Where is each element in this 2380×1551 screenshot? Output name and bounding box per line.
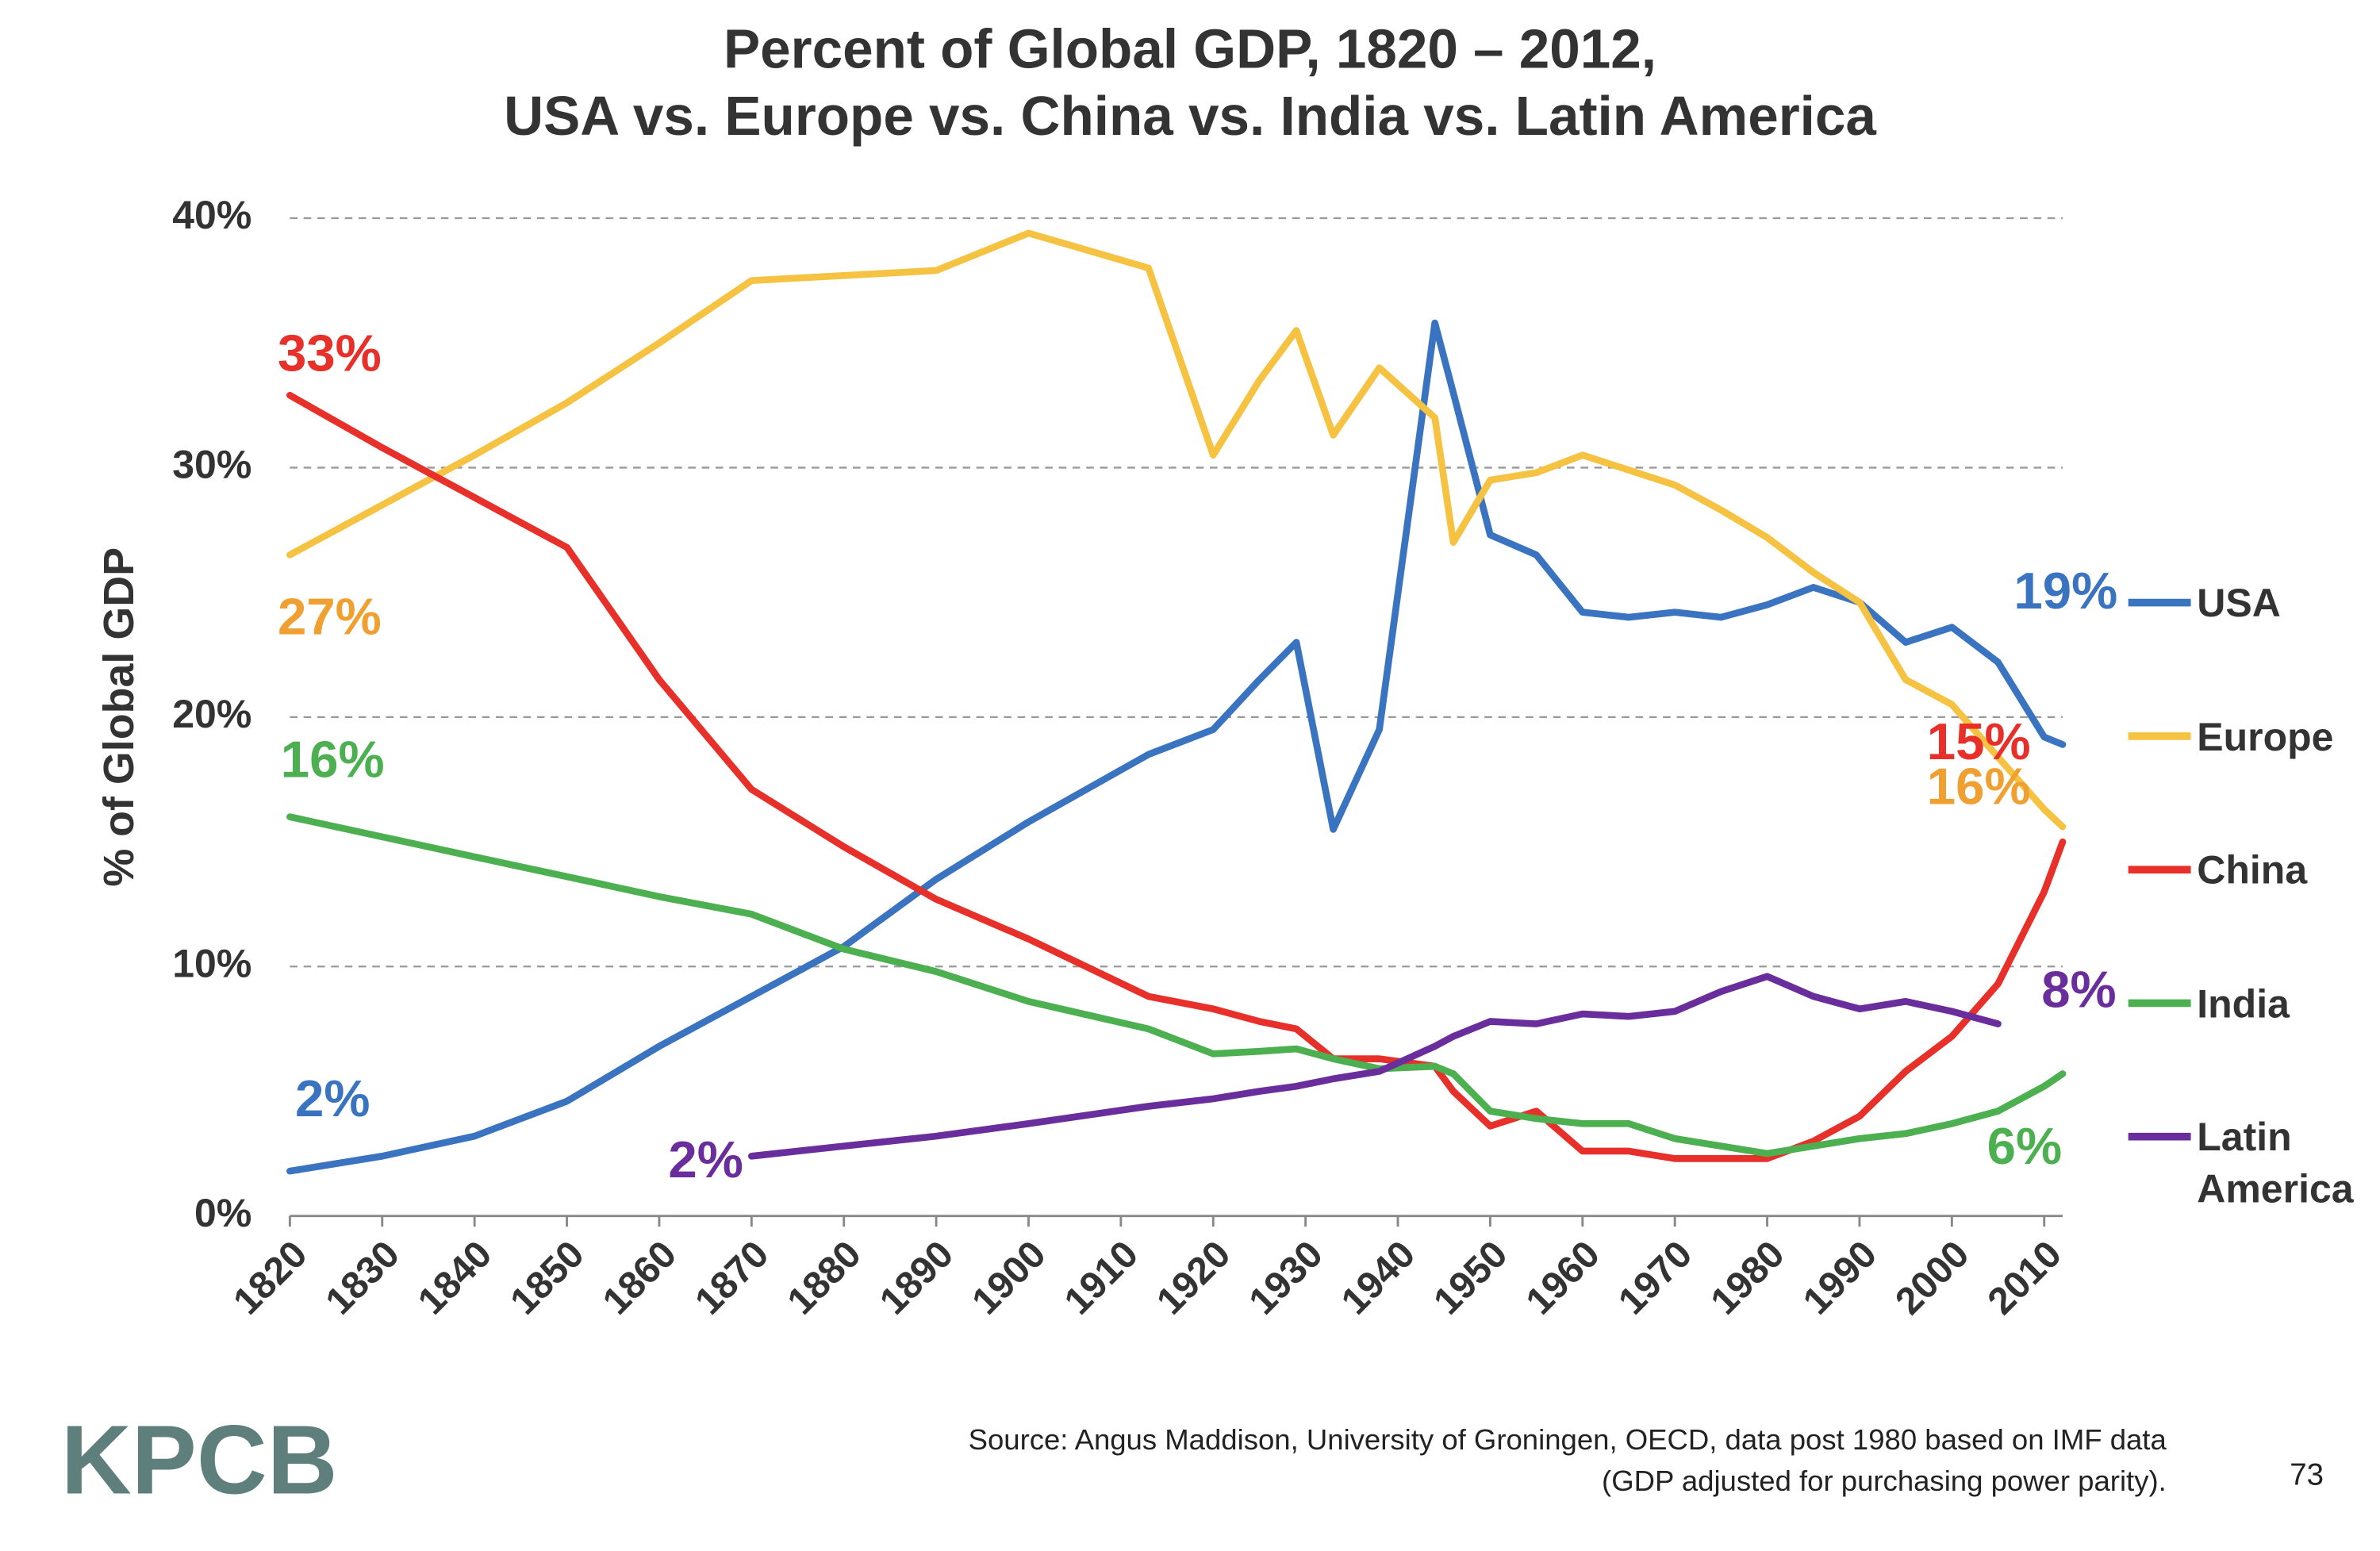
x-tick-label: 1860	[594, 1233, 685, 1323]
series-line	[286, 391, 2067, 1162]
series-line	[286, 813, 2067, 1157]
series-line	[286, 319, 2067, 1175]
legend-label: USA	[2197, 579, 2281, 626]
legend-label: India	[2197, 980, 2290, 1027]
x-tick-label: 1820	[225, 1233, 316, 1323]
value-label: 2%	[668, 1131, 743, 1188]
y-tick-label: 0%	[194, 1191, 251, 1235]
x-tick-label: 1880	[779, 1233, 869, 1323]
source-note: Source: Angus Maddison, University of Gr…	[969, 1423, 2167, 1456]
value-label: 2%	[295, 1069, 370, 1127]
x-tick-label: 1900	[964, 1233, 1054, 1323]
value-label: 6%	[1987, 1117, 2063, 1175]
x-tick-label: 1840	[410, 1233, 501, 1323]
x-tick-label: 1850	[502, 1233, 593, 1323]
x-tick-label: 1980	[1702, 1233, 1793, 1323]
x-tick-label: 2000	[1887, 1233, 1978, 1323]
x-tick-label: 2010	[1979, 1233, 2070, 1323]
x-tick-label: 1910	[1056, 1233, 1146, 1323]
value-label: 16%	[1927, 757, 2031, 815]
chart-subtitle: USA vs. Europe vs. China vs. India vs. L…	[504, 85, 1876, 147]
page-number: 73	[2290, 1458, 2324, 1492]
value-label: 27%	[278, 587, 382, 645]
legend-entry: Latin America	[2197, 1113, 2354, 1211]
y-tick-label: 40%	[172, 193, 251, 237]
y-tick-label: 30%	[172, 443, 251, 487]
legend-entry: India	[2197, 980, 2290, 1027]
x-tick-label: 1830	[317, 1233, 408, 1323]
x-tick-label: 1930	[1241, 1233, 1331, 1323]
source-note: (GDP adjusted for purchasing power parit…	[1602, 1465, 2167, 1497]
legend-entry: Europe	[2197, 713, 2334, 759]
value-label: 19%	[2013, 562, 2117, 620]
x-tick-label: 1920	[1149, 1233, 1239, 1323]
logo: KPCB	[61, 1407, 338, 1515]
legend-label: China	[2197, 847, 2308, 893]
x-tick-label: 1940	[1333, 1233, 1423, 1323]
x-tick-label: 1950	[1426, 1233, 1516, 1323]
x-tick-label: 1960	[1518, 1233, 1608, 1323]
series-line	[286, 229, 2067, 831]
value-label: 33%	[278, 324, 382, 382]
y-tick-label: 20%	[172, 692, 251, 736]
value-label: 8%	[2041, 960, 2117, 1018]
legend-label: Europe	[2197, 713, 2334, 759]
value-label: 16%	[281, 731, 385, 789]
x-tick-label: 1970	[1610, 1233, 1701, 1323]
legend-label: Latin America	[2197, 1113, 2354, 1211]
value-label: 15%	[1927, 712, 2031, 770]
chart-title: Percent of Global GDP, 1820 – 2012,	[724, 18, 1656, 80]
legend-entry: China	[2197, 847, 2308, 893]
x-tick-label: 1870	[687, 1233, 777, 1323]
y-axis-label: % of Global GDP	[95, 547, 143, 887]
y-tick-label: 10%	[172, 941, 251, 985]
x-tick-label: 1990	[1795, 1233, 1885, 1323]
legend-entry: USA	[2197, 579, 2281, 626]
series-line	[747, 973, 2002, 1160]
x-tick-label: 1890	[871, 1233, 962, 1323]
